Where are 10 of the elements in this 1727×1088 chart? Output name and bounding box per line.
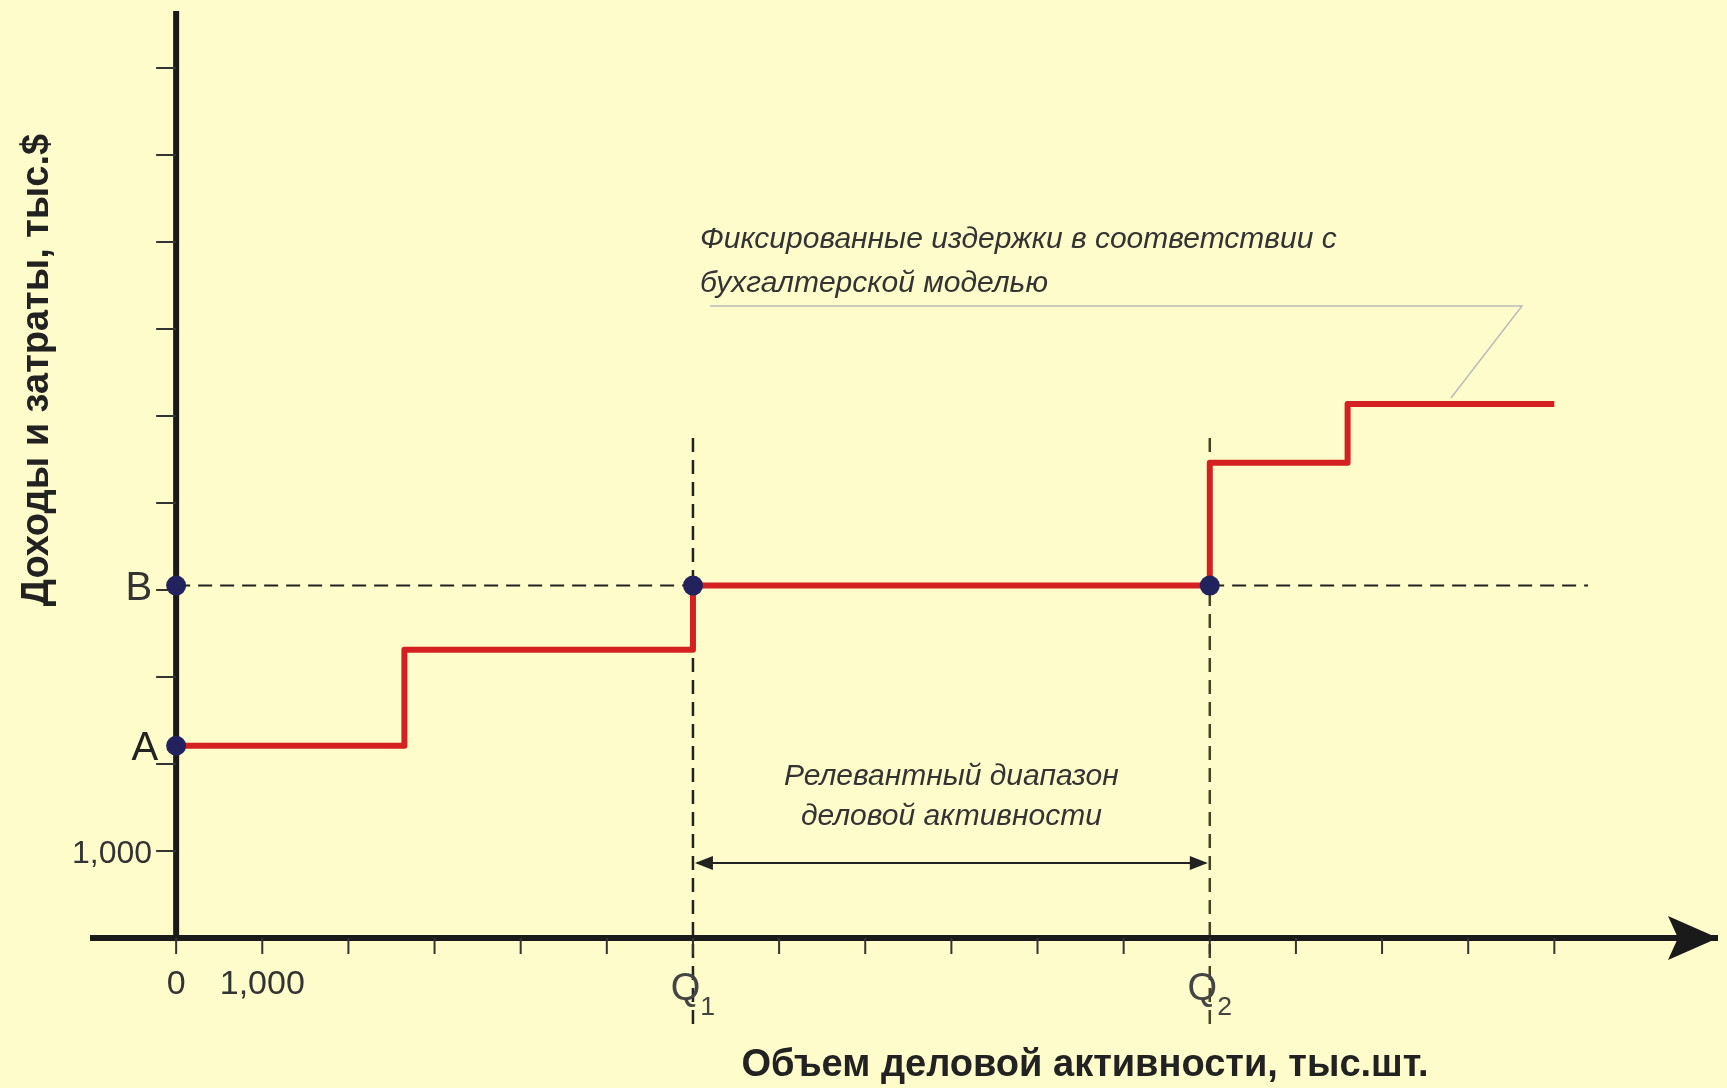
annotation: A bbox=[131, 723, 159, 768]
text: Фиксированные издержки в соответствии с бухгалтерской моделью bbox=[700, 221, 1337, 298]
annotation: Релевантный диапазон деловой активности bbox=[784, 758, 1119, 831]
ref-line-label: Q$_{1}$ bbox=[670, 966, 716, 1021]
ref-line-label: B bbox=[125, 563, 153, 608]
y-axis-title: Доходы и затраты, тыс.$ bbox=[14, 133, 56, 607]
x-axis-title: Объем деловой активности, тыс.шт. bbox=[741, 1042, 1429, 1084]
x-tick-label: 0 bbox=[166, 963, 186, 1001]
ref-line-label: Q$_{2}$ bbox=[1187, 966, 1232, 1021]
annotation: 1,000 bbox=[72, 834, 153, 870]
